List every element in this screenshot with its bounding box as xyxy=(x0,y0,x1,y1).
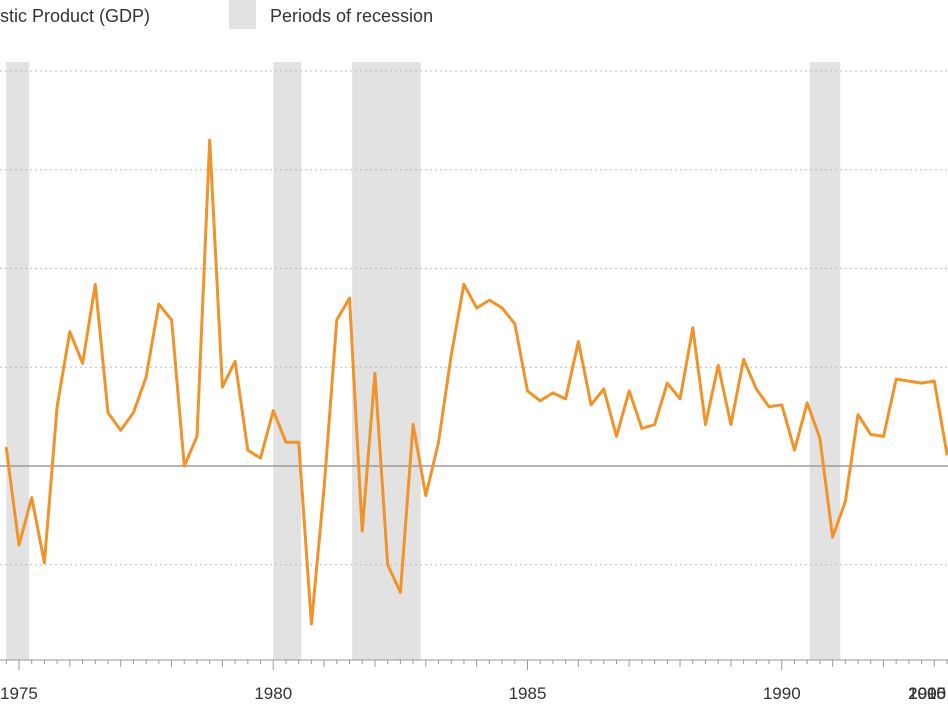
gdp-series-line xyxy=(4,138,948,626)
recession-band xyxy=(273,62,302,660)
legend-recession-swatch xyxy=(229,0,256,29)
x-tick-label: 1995 xyxy=(908,684,946,703)
recession-band xyxy=(809,62,841,660)
x-tick-label: 1990 xyxy=(763,684,801,703)
x-tick-label: 1980 xyxy=(254,684,292,703)
x-tick-label: 2000 xyxy=(908,684,946,703)
x-tick-label: 2010 xyxy=(908,684,946,703)
x-tick-label: 1985 xyxy=(509,684,547,703)
legend-recession-label: Periods of recession xyxy=(270,6,433,26)
x-tick-label: 1975 xyxy=(0,684,38,703)
recession-bands xyxy=(6,62,841,660)
gridlines xyxy=(0,70,948,566)
recession-band xyxy=(352,62,421,660)
x-tick-label: 2005 xyxy=(908,684,946,703)
legend-gdp-label: stic Product (GDP) xyxy=(0,6,150,26)
x-axis-ticks xyxy=(5,660,948,670)
recession-band xyxy=(6,62,30,660)
